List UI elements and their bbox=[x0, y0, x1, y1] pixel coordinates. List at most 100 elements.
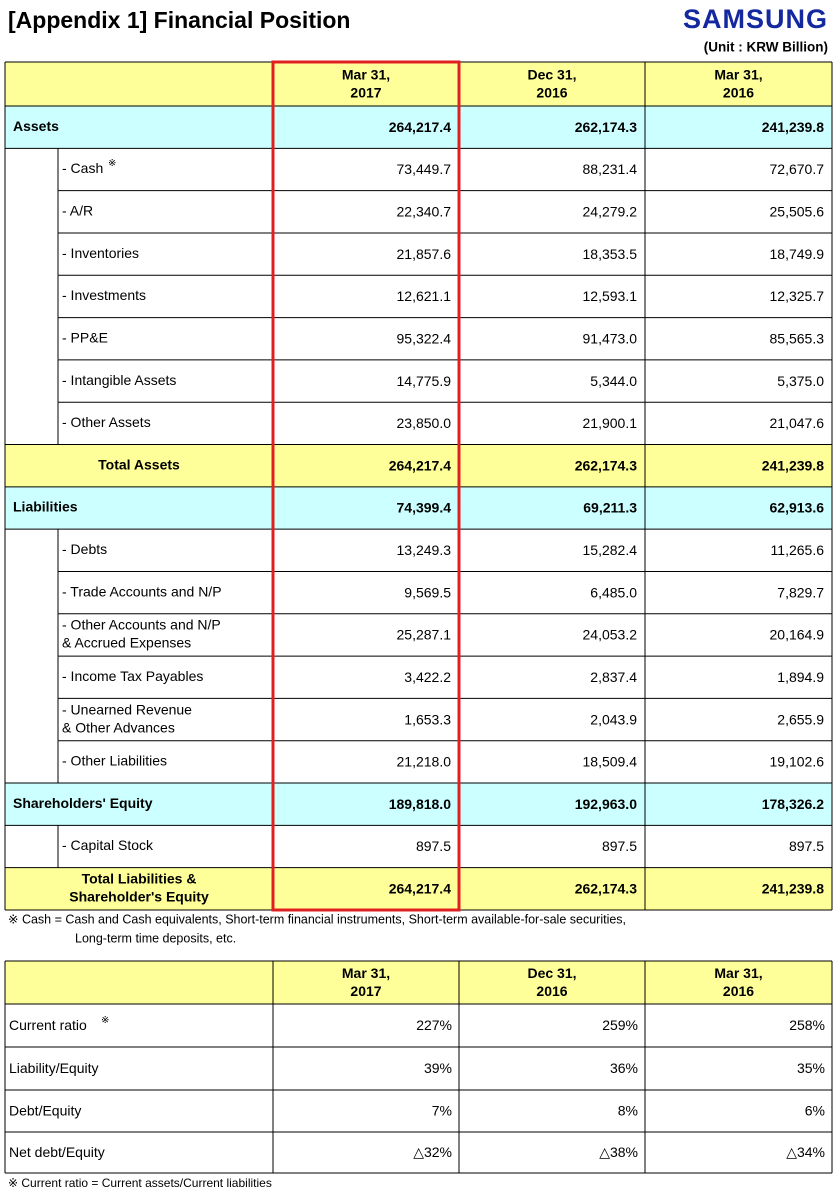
title: [Appendix 1] Financial Position bbox=[8, 7, 350, 33]
cell-value: 264,217.4 bbox=[389, 457, 451, 473]
cell-value: 88,231.4 bbox=[583, 161, 638, 177]
cell-value: 264,217.4 bbox=[389, 119, 451, 135]
cell-value: 73,449.7 bbox=[397, 161, 452, 177]
cell-value: 3,422.2 bbox=[404, 669, 451, 685]
cell-value: 189,818.0 bbox=[389, 796, 451, 812]
item-row bbox=[5, 740, 832, 784]
cell-value: 2,837.4 bbox=[590, 669, 637, 685]
row-label: Shareholders' Equity bbox=[13, 795, 153, 811]
cell-value: 24,279.2 bbox=[583, 203, 638, 219]
label-gap bbox=[5, 148, 58, 191]
cell-value: 25,505.6 bbox=[770, 203, 825, 219]
cell-value: 21,047.6 bbox=[770, 415, 825, 431]
column-header: Mar 31, bbox=[342, 965, 390, 981]
cell-value: 227% bbox=[416, 1017, 452, 1033]
row-label: - Investments bbox=[62, 287, 146, 303]
row-label: - Capital Stock bbox=[62, 837, 154, 853]
label-gap bbox=[5, 402, 58, 445]
row-label: Liability/Equity bbox=[9, 1060, 99, 1076]
section-row bbox=[5, 783, 832, 826]
column-header: Mar 31, bbox=[342, 67, 390, 83]
label-gap bbox=[5, 275, 58, 318]
cell-value: 8% bbox=[618, 1103, 638, 1119]
cell-value: 21,857.6 bbox=[397, 246, 452, 262]
cell-value: 262,174.3 bbox=[575, 881, 637, 897]
cell-value: 262,174.3 bbox=[575, 457, 637, 473]
label-gap bbox=[5, 698, 58, 741]
row-label: Total Assets bbox=[98, 456, 180, 472]
cell-value: 12,325.7 bbox=[770, 288, 825, 304]
row-label: Current ratio bbox=[9, 1017, 87, 1033]
total-row bbox=[5, 867, 832, 910]
row-label: - Other Accounts and N/P bbox=[62, 617, 221, 633]
cell-value: 5,344.0 bbox=[590, 373, 637, 389]
cell-value: 1,653.3 bbox=[404, 711, 451, 727]
footnote: ※ Cash = Cash and Cash equivalents, Shor… bbox=[8, 912, 626, 926]
cell-value: 897.5 bbox=[789, 838, 824, 854]
cell-value: 2,655.9 bbox=[777, 711, 824, 727]
cell-value: 85,565.3 bbox=[770, 330, 825, 346]
column-header: Mar 31, bbox=[714, 965, 762, 981]
item-row bbox=[5, 232, 832, 276]
row-label: Net debt/Equity bbox=[9, 1144, 105, 1160]
row-label: - Cash bbox=[62, 160, 103, 176]
cell-value: 74,399.4 bbox=[397, 500, 452, 516]
cell-value: 18,509.4 bbox=[583, 754, 638, 770]
logo: SAMSUNG bbox=[683, 4, 828, 34]
cell-value: 12,621.1 bbox=[397, 288, 452, 304]
label-gap bbox=[5, 529, 58, 572]
column-header: 2016 bbox=[536, 983, 567, 999]
label-gap bbox=[5, 825, 58, 868]
cell-value: 18,749.9 bbox=[770, 246, 825, 262]
label-gap bbox=[5, 740, 58, 784]
section-row bbox=[5, 486, 832, 530]
column-header: 2016 bbox=[723, 85, 754, 101]
row-label: - Unearned Revenue bbox=[62, 701, 192, 717]
item-row bbox=[5, 275, 832, 318]
cell-value: 95,322.4 bbox=[397, 330, 452, 346]
cell-value: 69,211.3 bbox=[583, 500, 637, 516]
row-label: - Other Assets bbox=[62, 414, 151, 430]
column-header: Dec 31, bbox=[527, 965, 576, 981]
row-label: & Other Advances bbox=[62, 719, 175, 735]
row-label: - Inventories bbox=[62, 245, 139, 261]
label-gap bbox=[5, 190, 58, 233]
cell-value: 21,218.0 bbox=[397, 754, 452, 770]
row-label: - PP&E bbox=[62, 329, 108, 345]
item-row bbox=[5, 402, 832, 445]
highlight-box bbox=[271, 60, 461, 912]
cell-value: △38% bbox=[599, 1144, 638, 1160]
cell-value: 7,829.7 bbox=[777, 584, 824, 600]
note-mark: ※ bbox=[101, 1015, 109, 1026]
item-row bbox=[5, 190, 832, 233]
row-label: - Debts bbox=[62, 541, 107, 557]
unit: (Unit : KRW Billion) bbox=[704, 40, 828, 55]
label-gap bbox=[5, 613, 58, 657]
item-row bbox=[5, 317, 832, 360]
header-row bbox=[5, 961, 832, 1004]
cell-value: 258% bbox=[789, 1017, 825, 1033]
row-label: & Accrued Expenses bbox=[62, 635, 191, 651]
label-gap bbox=[5, 317, 58, 360]
cell-value: 5,375.0 bbox=[777, 373, 824, 389]
item-row bbox=[5, 656, 832, 699]
item-row bbox=[5, 529, 832, 572]
cell-value: 12,593.1 bbox=[583, 288, 638, 304]
cell-value: 897.5 bbox=[602, 838, 637, 854]
item-row bbox=[5, 148, 832, 191]
cell-value: 6% bbox=[805, 1103, 825, 1119]
row-label: - Other Liabilities bbox=[62, 753, 167, 769]
cell-value: 897.5 bbox=[416, 838, 451, 854]
footnote: Long-term time deposits, etc. bbox=[75, 931, 236, 945]
header-row bbox=[5, 62, 832, 106]
total-row bbox=[5, 444, 832, 487]
cell-value: 9,569.5 bbox=[404, 584, 451, 600]
cell-value: 2,043.9 bbox=[590, 711, 637, 727]
row-label: - Income Tax Payables bbox=[62, 668, 203, 684]
label-gap bbox=[5, 656, 58, 699]
item-row bbox=[5, 825, 832, 868]
cell-value: 262,174.3 bbox=[575, 119, 637, 135]
cell-value: 21,900.1 bbox=[583, 415, 638, 431]
